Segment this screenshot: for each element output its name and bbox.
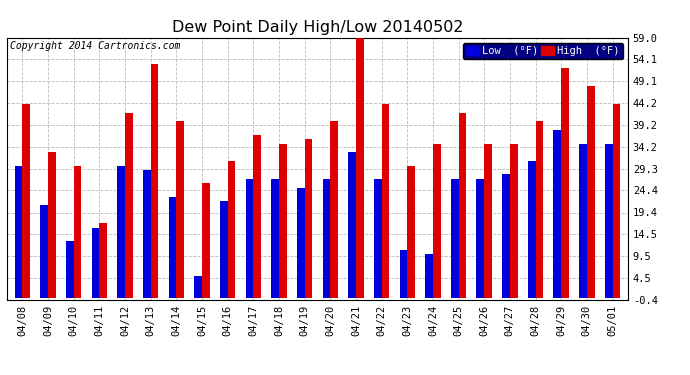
Bar xyxy=(253,135,261,298)
Bar xyxy=(477,179,484,298)
Bar xyxy=(331,122,338,298)
Bar xyxy=(535,122,543,298)
Bar xyxy=(117,166,125,298)
Bar xyxy=(66,241,74,298)
Bar xyxy=(322,179,331,298)
Bar xyxy=(553,130,561,298)
Legend: Low  (°F), High  (°F): Low (°F), High (°F) xyxy=(463,43,622,59)
Bar xyxy=(484,144,492,298)
Bar xyxy=(510,144,518,298)
Bar xyxy=(561,68,569,298)
Bar xyxy=(220,201,228,298)
Bar xyxy=(125,112,132,298)
Bar xyxy=(168,196,176,298)
Bar xyxy=(279,144,286,298)
Bar xyxy=(586,86,595,298)
Bar xyxy=(304,139,313,298)
Bar xyxy=(297,188,304,298)
Bar xyxy=(246,179,253,298)
Bar xyxy=(194,276,202,298)
Bar xyxy=(356,38,364,298)
Bar xyxy=(40,206,48,298)
Bar xyxy=(74,166,81,298)
Bar xyxy=(382,104,389,298)
Bar xyxy=(613,104,620,298)
Bar xyxy=(605,144,613,298)
Bar xyxy=(348,152,356,298)
Bar xyxy=(425,254,433,298)
Bar xyxy=(407,166,415,298)
Bar xyxy=(271,179,279,298)
Bar xyxy=(92,228,99,298)
Bar xyxy=(374,179,382,298)
Bar xyxy=(176,122,184,298)
Bar xyxy=(150,64,158,298)
Bar xyxy=(143,170,150,298)
Bar xyxy=(99,223,107,298)
Bar xyxy=(400,250,407,298)
Title: Dew Point Daily High/Low 20140502: Dew Point Daily High/Low 20140502 xyxy=(172,20,463,35)
Bar xyxy=(433,144,441,298)
Bar xyxy=(228,161,235,298)
Bar xyxy=(459,112,466,298)
Bar xyxy=(579,144,586,298)
Bar xyxy=(451,179,459,298)
Bar xyxy=(14,166,22,298)
Bar xyxy=(528,161,535,298)
Bar xyxy=(202,183,210,298)
Bar xyxy=(502,174,510,298)
Bar xyxy=(22,104,30,298)
Bar xyxy=(48,152,56,298)
Text: Copyright 2014 Cartronics.com: Copyright 2014 Cartronics.com xyxy=(10,42,180,51)
